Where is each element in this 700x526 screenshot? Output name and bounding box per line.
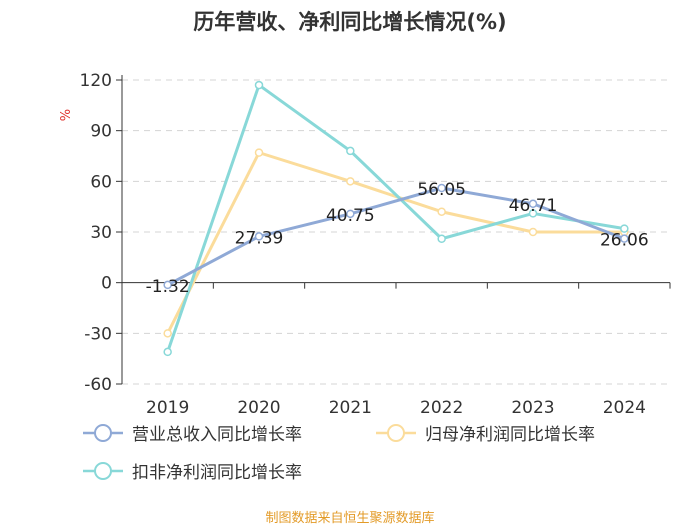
legend-label-revenue: 营业总收入同比增长率 <box>132 425 302 445</box>
data-point-deducted-profit <box>254 80 264 90</box>
x-tick-label: 2024 <box>603 398 646 418</box>
data-point-net-profit <box>163 329 172 338</box>
data-point-revenue <box>620 234 629 243</box>
y-tick-label: 90 <box>90 122 112 142</box>
data-label-revenue: 56.05 <box>417 180 466 200</box>
data-point-net-profit <box>254 148 264 157</box>
data-point-revenue <box>528 199 538 209</box>
legend-swatch-net-profit <box>376 423 416 442</box>
data-point-net-profit <box>346 177 355 186</box>
x-tick-label: 2022 <box>420 398 463 418</box>
data-point-revenue <box>346 209 355 219</box>
legend-label-net-profit: 归母净利润同比增长率 <box>425 425 595 445</box>
data-label-revenue: 26.06 <box>600 231 649 251</box>
series-line-deducted-profit <box>166 83 625 353</box>
source-note: 制图数据来自恒生聚源数据库 <box>265 511 435 526</box>
data-point-net-profit <box>437 207 446 216</box>
data-point-revenue <box>437 183 446 193</box>
x-tick-label: 2023 <box>511 398 554 418</box>
chart-title: 历年营收、净利同比增长情况(%) <box>193 10 507 34</box>
y-axis-unit: % <box>59 109 74 121</box>
data-label-revenue: 40.75 <box>326 206 375 226</box>
y-tick-label: 30 <box>90 223 112 243</box>
data-point-deducted-profit <box>346 146 355 156</box>
data-point-revenue <box>163 280 172 290</box>
x-tick-label: 2020 <box>237 398 280 418</box>
legend-item-net-profit[interactable]: 归母净利润同比增长率 <box>375 420 595 445</box>
legend-swatch-revenue <box>83 423 123 442</box>
y-tick-label: 0 <box>101 274 112 294</box>
data-point-deducted-profit <box>620 224 629 233</box>
y-tick-label: -30 <box>84 324 112 344</box>
data-label-revenue: 27.39 <box>235 228 284 248</box>
series-line-revenue <box>166 186 625 287</box>
y-tick-label: 120 <box>80 71 112 91</box>
x-tick-label: 2019 <box>146 398 189 418</box>
data-point-revenue <box>254 232 264 241</box>
legend-item-revenue[interactable]: 营业总收入同比增长率 <box>82 420 302 445</box>
data-point-deducted-profit <box>437 234 446 244</box>
legend-label-deducted-profit: 扣非净利润同比增长率 <box>132 463 302 483</box>
y-tick-label: -60 <box>84 375 112 395</box>
data-point-net-profit <box>528 227 538 237</box>
data-point-deducted-profit <box>163 347 172 357</box>
data-label-revenue: 46.71 <box>509 196 558 216</box>
legend-swatch-deducted-profit <box>83 461 123 480</box>
legend-item-deducted-profit[interactable]: 扣非净利润同比增长率 <box>82 458 302 483</box>
data-label-revenue: -1.32 <box>146 277 190 297</box>
x-tick-label: 2021 <box>329 398 372 418</box>
y-tick-label: 60 <box>90 172 112 192</box>
data-point-deducted-profit <box>528 209 538 218</box>
